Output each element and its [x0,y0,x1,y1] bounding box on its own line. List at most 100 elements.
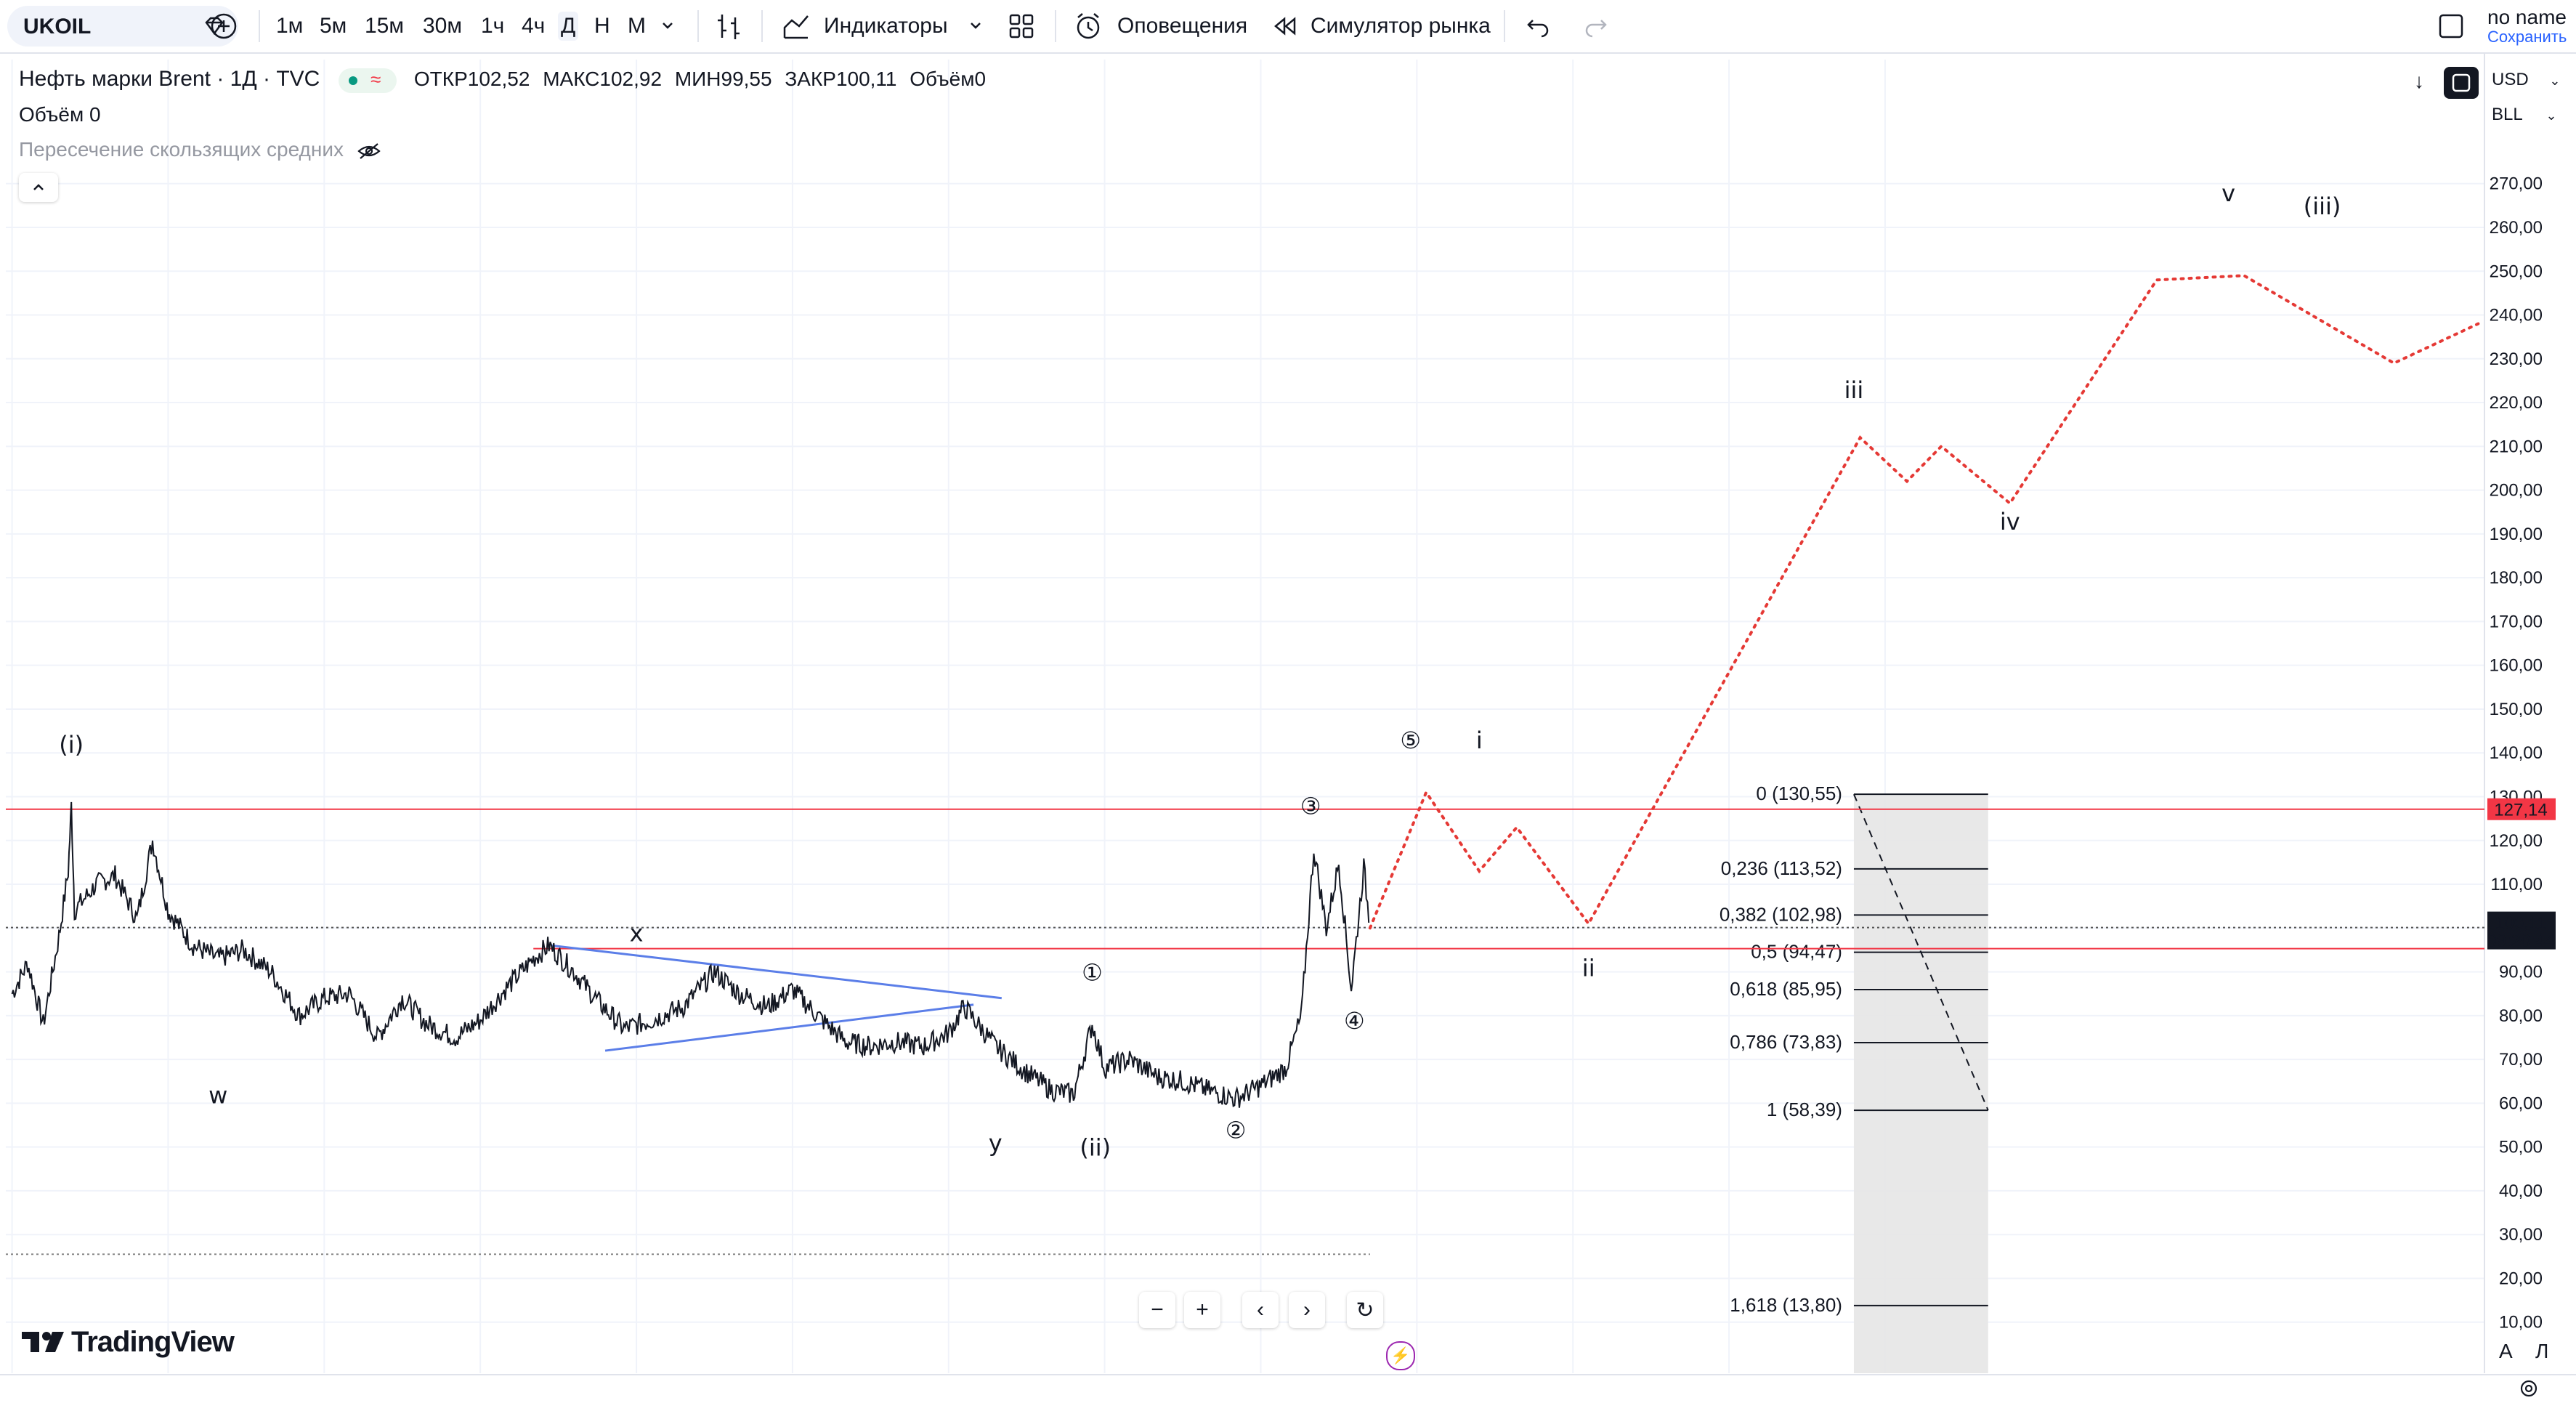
price-series-line [11,801,1370,1108]
unit-select[interactable]: BLL ⌄ [2492,105,2557,125]
reset-icon: ↻ [1356,1298,1374,1322]
undo-icon[interactable] [1526,13,1552,39]
wave-label: (ii) [1080,1134,1111,1162]
chevron-down-icon[interactable] [968,17,984,33]
timeframe-5m[interactable]: 5м [320,14,347,38]
currency-value: USD [2492,70,2529,89]
reset-chart-button[interactable]: ↻ [1347,1292,1383,1328]
price-tick-label: 250,00 [2490,262,2543,281]
flash-icon[interactable]: ⚡ [1386,1341,1415,1370]
collapse-legend-button[interactable] [19,173,58,202]
triangle-upper-line [551,944,1002,1000]
price-badge-red [2487,798,2556,820]
log-scale-button[interactable]: Л [2535,1340,2549,1362]
zoom-out-button[interactable]: − [1139,1292,1175,1328]
timeframe-1h[interactable]: 1ч [481,14,505,38]
wave-label: ③ [1300,793,1321,820]
logo-text: TradingView [71,1325,235,1358]
high-label: МАКС [543,68,600,90]
price-tick-label: 140,00 [2490,743,2543,763]
scroll-down-button[interactable]: ↓ [2405,67,2434,96]
price-tick-label: 70,00 [2499,1050,2543,1070]
volume-label: Объём [910,68,975,90]
volume-legend[interactable]: Объём 0 [19,103,101,126]
rewind-icon [1274,17,1296,36]
chevron-up-icon [33,184,44,190]
wave-label: y [989,1130,1003,1157]
price-tick-label: 190,00 [2490,525,2543,544]
chevron-left-icon: ‹ [1257,1298,1264,1322]
add-symbol-icon[interactable] [209,12,238,41]
layouts-grid-icon[interactable] [1007,12,1036,41]
price-tick-label: 160,00 [2490,656,2543,676]
timeframe-week[interactable]: Н [594,14,610,38]
volume-value: 0 [974,68,987,90]
wave-label: i [1476,727,1483,754]
wave-label: ii [1582,955,1595,982]
indicators-icon [783,15,809,39]
replay-button[interactable]: Симулятор рынка [1311,14,1491,38]
maximize-icon [2452,73,2471,92]
layout-icon[interactable] [2437,12,2466,41]
price-tick-label: 120,00 [2490,831,2543,851]
wave-label: ② [1226,1117,1247,1144]
fib-level-label: 0,382 (102,98) [1720,903,1842,925]
fullscreen-button[interactable] [2444,67,2479,99]
indicators-button[interactable]: Индикаторы [824,14,948,38]
high-value: 102,92 [599,68,663,90]
zoom-in-button[interactable]: + [1184,1292,1220,1328]
timeframe-month[interactable]: М [628,14,646,38]
price-tick-label: 30,00 [2499,1225,2543,1245]
indicator-name: Пересечение скользящих средних [19,138,344,161]
wave-label: (iii) [2304,193,2341,220]
wave-label: ④ [1344,1007,1365,1035]
scroll-left-button[interactable]: ‹ [1242,1292,1279,1328]
price-tick-label: 210,00 [2490,437,2543,456]
wave-label: v [2221,179,2235,207]
tradingview-logo[interactable]: TradingView [20,1324,235,1360]
price-tick-label: 270,00 [2490,174,2543,194]
market-status-badge: ≈ [339,68,397,93]
delayed-icon: ≈ [370,68,381,90]
price-chart[interactable]: 270,00 260,00 250,00 240,00 230,00 220,00 210,… [0,54,2576,1376]
save-link[interactable]: Сохранить [2487,28,2567,46]
redo-icon[interactable] [1582,13,1608,39]
price-badge-last-label: 100,11 [2495,914,2547,934]
fib-level-label: 0 (130,55) [1756,783,1842,804]
fib-trend-line [1853,793,1989,1111]
symbol-search[interactable]: UKOIL [7,6,238,47]
bar-chart-type-icon[interactable] [715,10,744,42]
indicator-legend[interactable]: Пересечение скользящих средних [19,138,381,161]
settings-icon[interactable] [2518,1378,2540,1399]
price-tick-label: 240,00 [2490,306,2543,326]
timeframe-15m[interactable]: 15м [365,14,404,38]
fib-level-label: 0,786 (73,83) [1730,1031,1842,1053]
fib-level-label: 0,5 (94,47) [1751,941,1842,963]
projection-path [1368,274,2480,930]
timeframe-day[interactable]: Д [558,12,579,41]
price-tick-label: 230,00 [2490,349,2543,369]
fib-level-label: 0,618 (85,95) [1730,978,1842,1000]
chevron-down-icon[interactable] [660,17,676,33]
wave-label: ⑤ [1400,727,1421,754]
wave-label: w [208,1081,227,1109]
timeframe-30m[interactable]: 30м [423,14,462,38]
alerts-button[interactable]: Оповещения [1117,14,1248,38]
scroll-right-button[interactable]: › [1289,1292,1325,1328]
timeframe-4h[interactable]: 4ч [522,14,546,38]
currency-select[interactable]: USD ⌄ [2492,70,2560,90]
price-tick-label: 200,00 [2490,481,2543,501]
price-tick-label: 80,00 [2499,1006,2543,1026]
symbol-label: UKOIL [23,15,92,39]
price-tick-label: 40,00 [2499,1181,2543,1201]
layout-name[interactable]: no name [2487,6,2567,28]
eye-off-icon[interactable] [357,142,381,160]
market-open-dot-icon [349,76,358,85]
chart-area[interactable]: 270,00 260,00 250,00 240,00 230,00 220,00 210,… [0,54,2576,1397]
chevron-down-icon: ⌄ [2549,73,2561,88]
zoom-in-icon: + [1196,1298,1209,1322]
auto-scale-button[interactable]: A [2499,1340,2513,1362]
low-label: МИН [674,68,721,90]
timeframe-1m[interactable]: 1м [276,14,304,38]
series-title[interactable]: Нефть марки Brent · 1Д · TVC [19,67,320,91]
